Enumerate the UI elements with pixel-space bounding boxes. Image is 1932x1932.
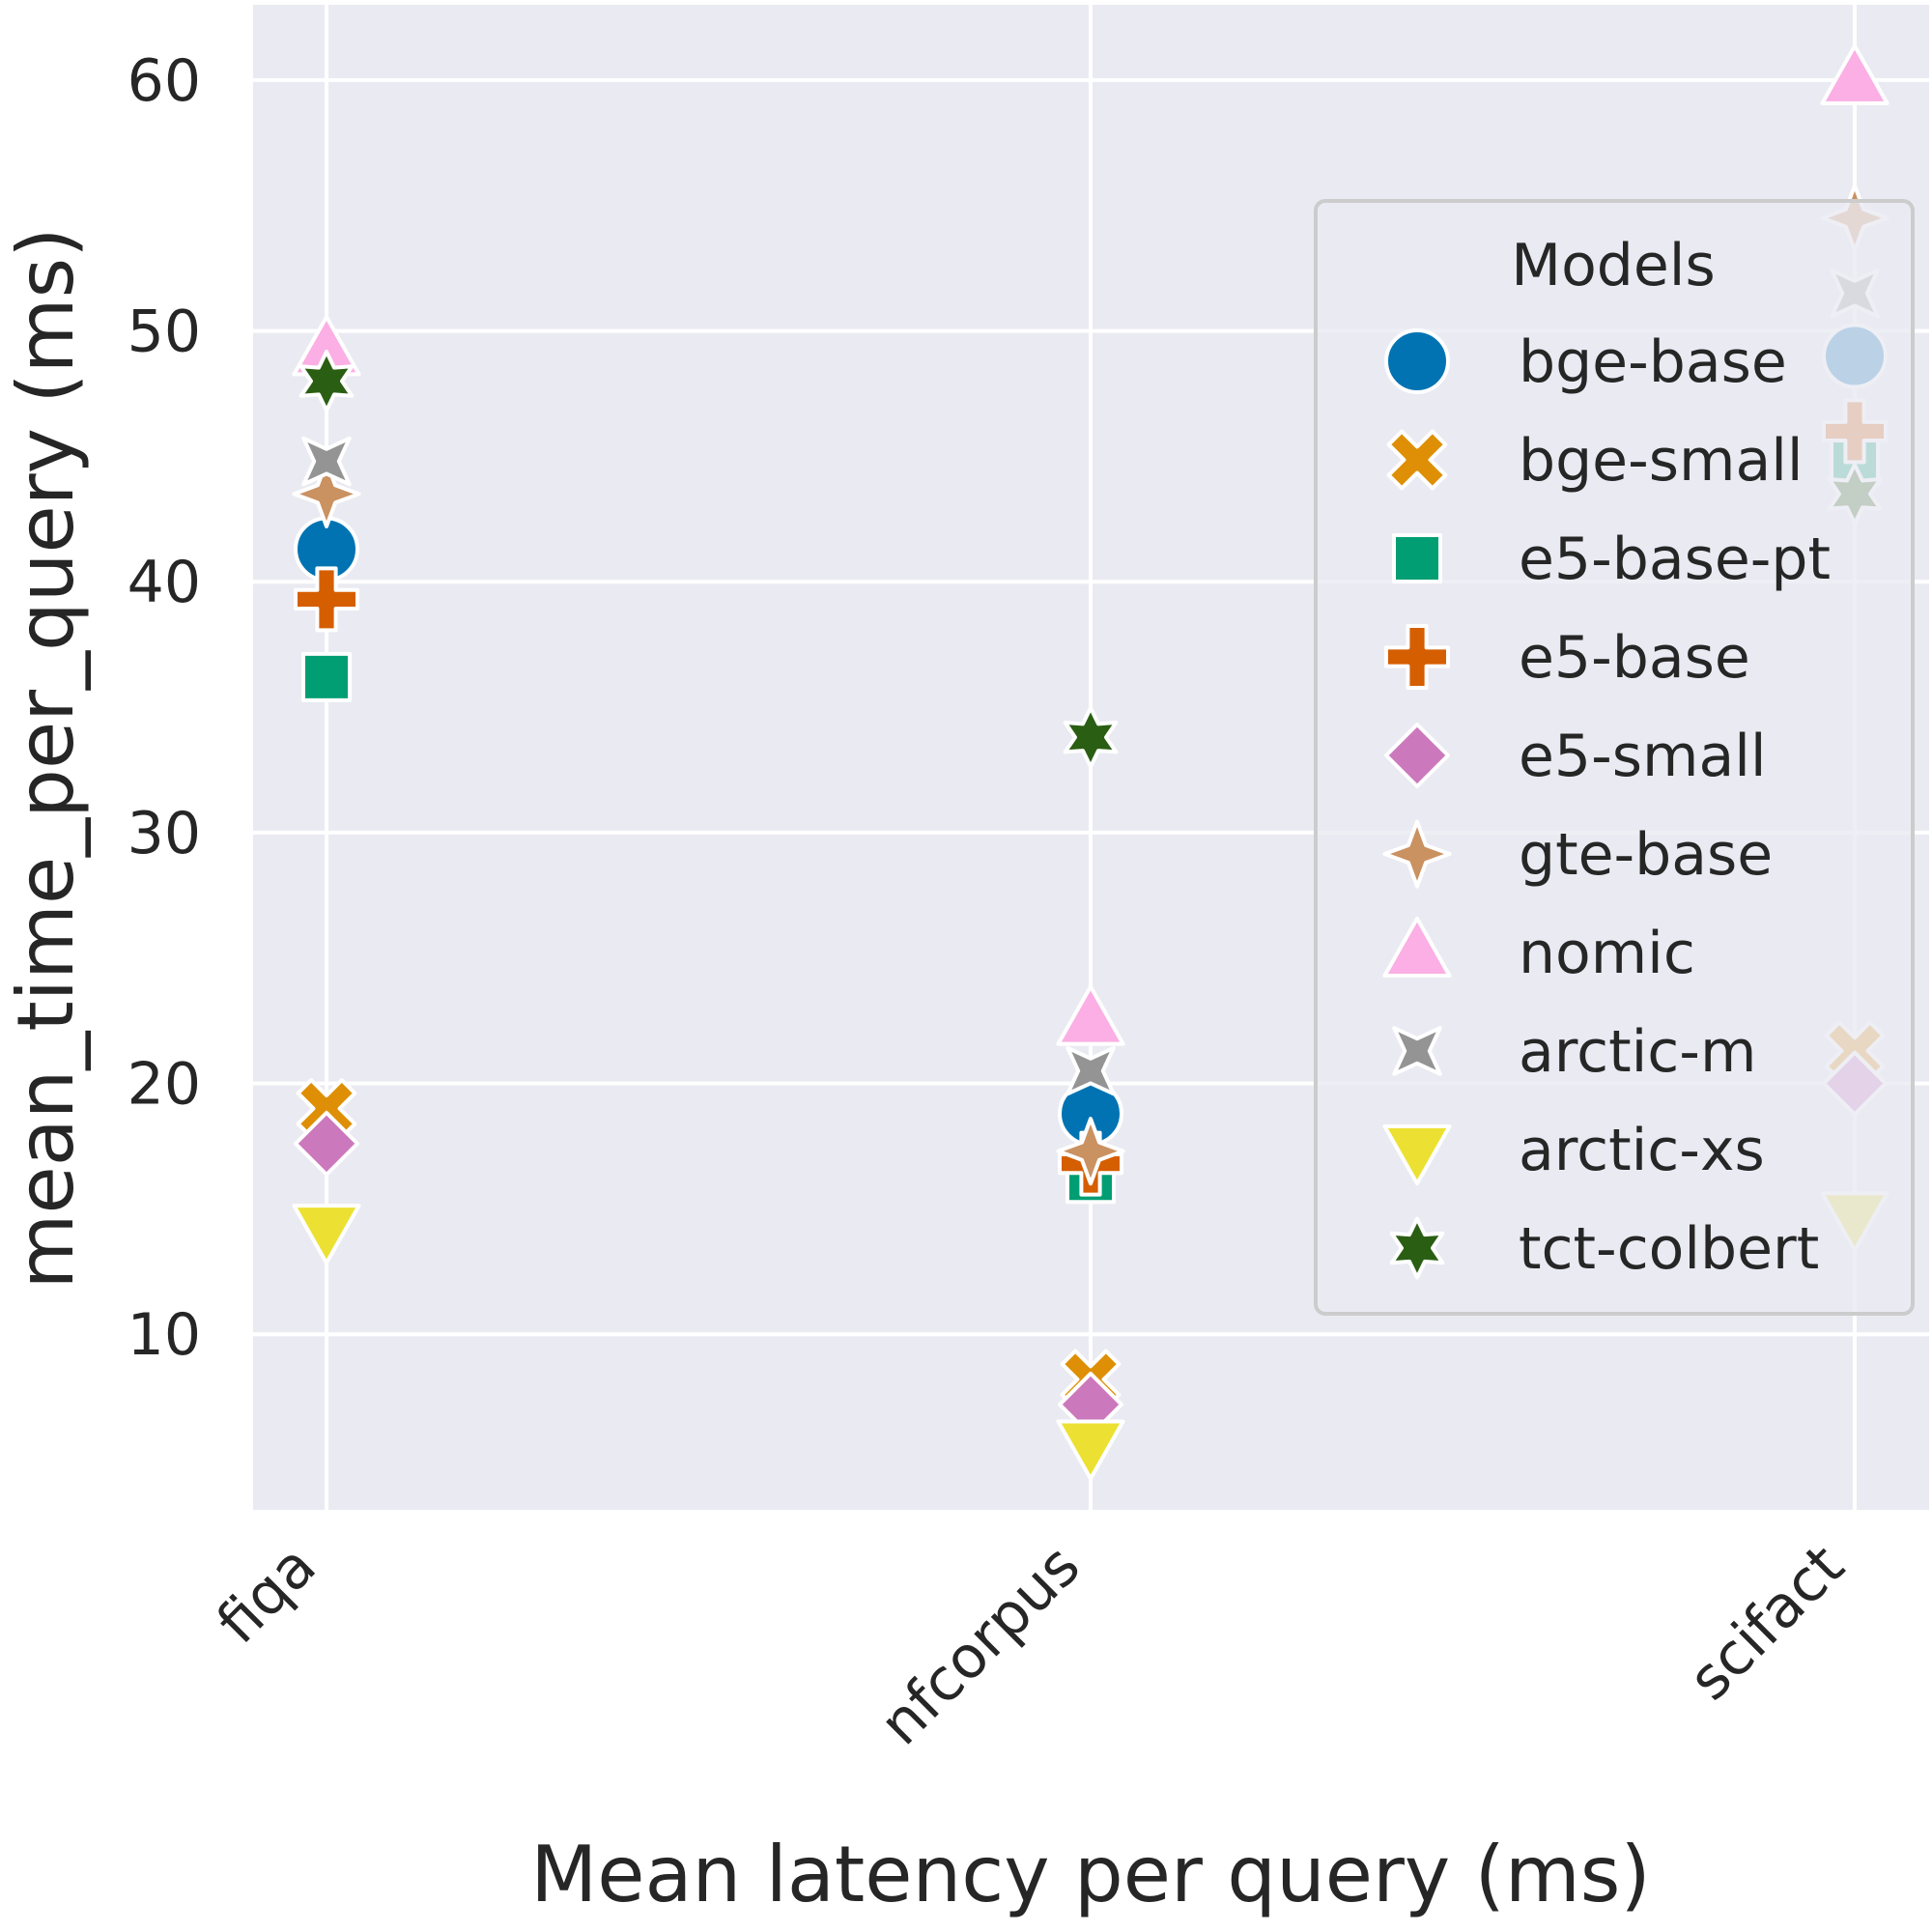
legend-label-e5-base: e5-base — [1519, 624, 1750, 692]
legend: Models bge-base bge-small e5-base-pt e5-bas… — [1314, 199, 1915, 1316]
legend-marker-e5-small — [1384, 723, 1450, 788]
legend-label-arctic-m: arctic-m — [1519, 1018, 1756, 1086]
y-axis-label: mean_time_per_query (ms) — [1, 228, 91, 1290]
y-tick-label: 50 — [128, 298, 201, 366]
legend-marker-gte-base — [1382, 819, 1452, 889]
legend-label-e5-base-pt: e5-base-pt — [1519, 526, 1831, 593]
legend-marker-e5-base-pt — [1392, 533, 1442, 583]
point-nomic-nfcorpus — [1056, 984, 1125, 1046]
legend-label-nomic: nomic — [1519, 920, 1695, 987]
point-e5-small-fiqa — [294, 1110, 359, 1177]
x-axis-label: Mean latency per query (ms) — [530, 1830, 1650, 1919]
y-tick-label: 60 — [128, 47, 201, 115]
legend-marker-bge-base — [1384, 328, 1450, 394]
legend-marker-arctic-m — [1392, 1026, 1442, 1076]
y-tick-label: 40 — [128, 549, 201, 616]
legend-label-gte-base: gte-base — [1519, 821, 1773, 889]
legend-marker-nomic — [1382, 916, 1452, 978]
point-arctic-m-nfcorpus — [1065, 1045, 1116, 1096]
point-tct-colbert-nfcorpus — [1063, 705, 1119, 769]
legend-label-e5-small: e5-small — [1519, 723, 1767, 790]
legend-label-arctic-xs: arctic-xs — [1519, 1117, 1765, 1184]
point-nomic-scifact — [1820, 43, 1889, 105]
y-tick-labels: 10 20 30 40 50 60 — [128, 47, 201, 1369]
y-tick-label: 20 — [128, 1051, 201, 1119]
point-arctic-m-fiqa — [301, 436, 352, 487]
legend-label-bge-base: bge-base — [1519, 328, 1787, 396]
point-gte-base-fiqa — [292, 459, 361, 528]
x-tick-labels: fiqa nfcorpus scifact — [204, 1532, 1857, 1758]
x-tick-label: scifact — [1676, 1532, 1858, 1714]
legend-marker-bge-small — [1386, 429, 1448, 491]
point-e5-base-pt-fiqa — [301, 651, 352, 702]
x-tick-label: nfcorpus — [867, 1532, 1094, 1758]
legend-entries: bge-base bge-small e5-base-pt e5-base e5-sma… — [1382, 328, 1831, 1283]
legend-marker-arctic-xs — [1382, 1124, 1452, 1186]
y-tick-label: 30 — [128, 800, 201, 867]
y-tick-label: 10 — [128, 1301, 201, 1369]
legend-label-bge-small: bge-small — [1519, 427, 1804, 495]
point-tct-colbert-fiqa — [298, 350, 355, 412]
point-arctic-xs-nfcorpus — [1056, 1419, 1125, 1481]
legend-marker-tct-colbert — [1389, 1216, 1445, 1280]
legend-frame — [1314, 199, 1915, 1316]
point-e5-base-fiqa — [294, 566, 359, 633]
x-tick-label: fiqa — [204, 1532, 328, 1657]
legend-label-tct-colbert: tct-colbert — [1519, 1215, 1819, 1283]
point-arctic-xs-fiqa — [292, 1204, 361, 1265]
legend-title: Models — [1511, 232, 1715, 299]
point-gte-base-nfcorpus — [1056, 1117, 1125, 1186]
legend-marker-e5-base — [1384, 624, 1450, 690]
